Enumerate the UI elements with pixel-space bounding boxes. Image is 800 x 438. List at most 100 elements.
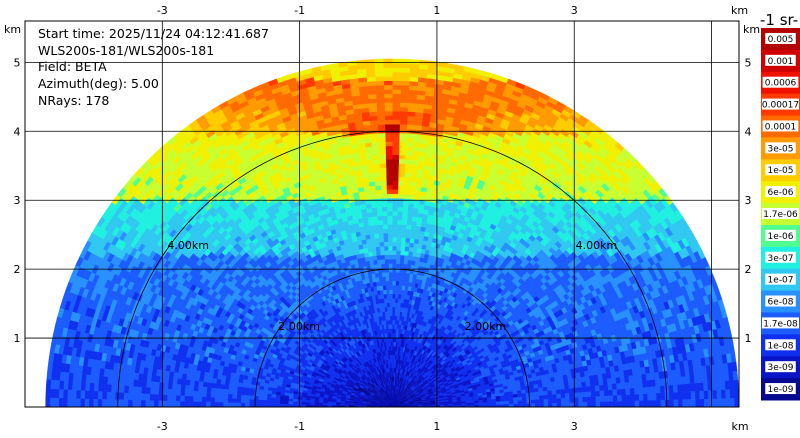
radar-cell [379, 241, 385, 247]
radar-cell [412, 242, 419, 249]
radar-cell [378, 232, 384, 239]
radar-cell [227, 398, 233, 404]
radar-cell [404, 237, 411, 243]
radar-cell [400, 298, 404, 304]
radar-cell [529, 391, 536, 397]
radar-cell [561, 402, 566, 407]
radar-cell [404, 281, 409, 287]
radar-cell [555, 384, 561, 390]
radar-cell [245, 387, 251, 393]
radar-cell [547, 394, 553, 400]
radar-cell [413, 238, 419, 244]
radar-cell [387, 228, 393, 234]
radar-cell [218, 393, 225, 399]
radar-cell [244, 399, 250, 404]
radar-cell [380, 254, 385, 260]
radar-cell [387, 250, 393, 256]
radar-cell [380, 263, 386, 269]
radar-data-cells [45, 58, 739, 407]
radar-cell [262, 389, 268, 395]
radar-cell [240, 402, 246, 407]
radar-cell [551, 393, 558, 399]
radar-cell [397, 289, 402, 295]
radar-cell [513, 396, 519, 401]
radar-cell [292, 398, 298, 403]
radar-cell [227, 393, 233, 399]
radar-cell [389, 302, 393, 308]
radar-cell [240, 398, 246, 404]
radar-cell [397, 298, 402, 304]
radar-cell [227, 402, 233, 407]
radar-cell [309, 402, 315, 406]
radar-cell [392, 276, 396, 282]
radar-cell [396, 224, 403, 230]
radar-cell [530, 402, 536, 407]
radar-cell [228, 385, 234, 391]
radar-cell [400, 245, 406, 252]
radar-cell [398, 272, 404, 278]
radar-cell [542, 390, 549, 396]
radar-cell [322, 403, 328, 406]
radar-cell [392, 297, 396, 303]
radar-cell [219, 384, 225, 390]
radar-cell [384, 263, 389, 269]
radar-cell [378, 280, 384, 287]
radar-cell [387, 311, 391, 317]
radar-cell [534, 399, 540, 404]
radar-cell [403, 259, 408, 265]
radar-cell [218, 397, 224, 403]
radar-cell [478, 401, 484, 405]
radar-cell [555, 389, 562, 395]
radar-cell [262, 399, 268, 404]
radar-cell [283, 398, 289, 402]
radar-cell [236, 402, 241, 407]
radar-cell [288, 401, 294, 405]
radar-cell [381, 276, 386, 282]
radar-cell [380, 259, 386, 265]
radar-cell [565, 402, 571, 407]
radar-cell [402, 272, 407, 278]
radar-cell [556, 397, 562, 403]
radar-cell [508, 400, 514, 405]
radar-cell [392, 245, 397, 251]
radar-cell [389, 319, 393, 325]
radar-cell [396, 241, 402, 247]
radar-cell [262, 396, 268, 401]
radar-cell [383, 245, 389, 251]
radar-cell [400, 232, 407, 239]
radar-cell [389, 293, 393, 299]
radar-cell [401, 224, 407, 230]
radar-cell [408, 246, 414, 252]
radar-cell [385, 280, 390, 286]
radar-cell [381, 272, 386, 278]
radar-cell [401, 280, 406, 287]
radar-cell [395, 280, 400, 286]
radar-cell [301, 399, 307, 403]
radar-cell [270, 400, 276, 405]
radar-cell [530, 399, 536, 404]
radar-cell [400, 237, 406, 243]
radar-cell [393, 328, 397, 334]
radar-cell [395, 254, 401, 260]
radar-cell [385, 289, 390, 295]
radar-cell [392, 289, 396, 295]
radar-cell [365, 238, 372, 244]
radar-cell [394, 306, 398, 312]
radar-cell [556, 393, 562, 399]
radar-cell [392, 302, 396, 308]
radar-cell [249, 391, 255, 397]
radar-cell [387, 241, 393, 247]
radar-cell [383, 250, 389, 256]
radar-cell [565, 397, 571, 403]
radar-cell [236, 394, 242, 400]
radar-cell [392, 311, 396, 316]
radar-cell [385, 271, 390, 277]
radar-cell [539, 402, 545, 407]
radar-cell [395, 267, 400, 273]
radar-cell [378, 237, 384, 243]
radar-cell [395, 271, 400, 277]
radar-cell [563, 383, 570, 390]
radar-cell [392, 258, 397, 264]
radar-cell [395, 263, 401, 269]
